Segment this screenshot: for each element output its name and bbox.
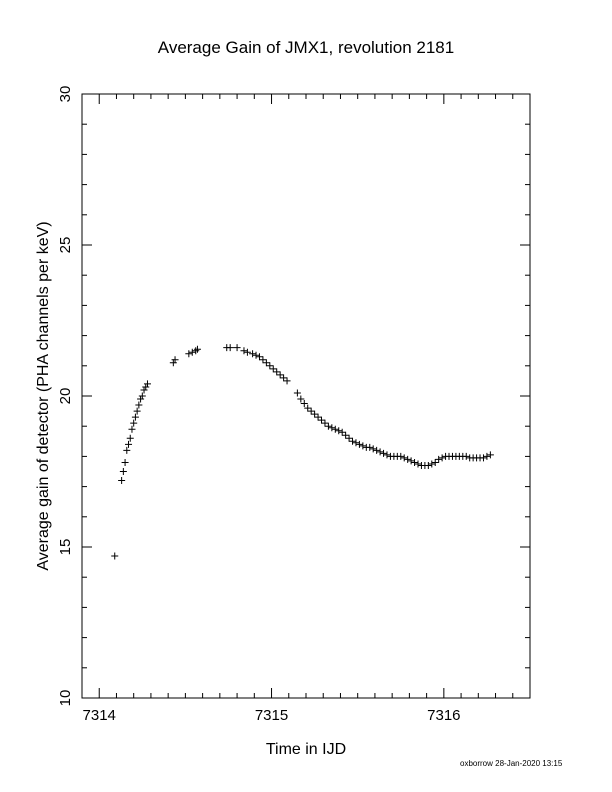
data-point (259, 356, 267, 364)
chart-title: Average Gain of JMX1, revolution 2181 (158, 38, 454, 57)
data-point (126, 434, 134, 442)
data-point (397, 452, 405, 460)
data-point (424, 461, 432, 469)
data-point (342, 431, 350, 439)
data-point (304, 404, 312, 412)
data-point (345, 434, 353, 442)
data-point (311, 410, 319, 418)
data-point (483, 452, 491, 460)
data-point (283, 377, 291, 385)
data-point (373, 446, 381, 454)
data-point (121, 458, 129, 466)
data-point (118, 477, 126, 485)
data-point (266, 362, 274, 370)
data-point (359, 442, 367, 450)
data-point (193, 345, 201, 353)
data-point (143, 380, 151, 388)
y-tick-label: 20 (57, 388, 74, 405)
y-axis-label: Average gain of detector (PHA channels p… (35, 221, 52, 570)
data-point (352, 439, 360, 447)
data-point (428, 460, 436, 468)
data-point (297, 395, 305, 403)
data-point (133, 407, 141, 415)
data-point (111, 552, 119, 560)
data-point (400, 454, 408, 462)
data-point (131, 413, 139, 421)
plot-frame (81, 93, 531, 699)
y-tick-label: 10 (57, 690, 74, 707)
data-point (318, 416, 326, 424)
data-point (321, 419, 329, 427)
data-point (369, 445, 377, 453)
data-point (307, 407, 315, 415)
y-axis: 10 15 20 25 30 (57, 86, 530, 707)
data-points (111, 344, 494, 560)
data-point (142, 383, 150, 391)
data-point (262, 359, 270, 367)
x-tick-label: 7315 (255, 707, 288, 724)
x-tick-label: 7314 (83, 707, 116, 724)
data-point (119, 468, 127, 475)
data-point (128, 425, 136, 433)
data-point (324, 422, 332, 430)
data-point (486, 451, 494, 459)
data-point (479, 454, 487, 462)
data-point (276, 371, 284, 379)
y-tick-label: 30 (57, 86, 74, 103)
x-tick-label: 7316 (427, 707, 460, 724)
y-tick-label: 25 (57, 237, 74, 254)
data-point (185, 350, 193, 358)
data-point (123, 446, 131, 454)
data-point (135, 401, 143, 409)
x-axis: 7314 7315 7316 (81, 94, 531, 724)
data-point (431, 458, 439, 466)
data-point (138, 392, 146, 400)
credit-stamp: oxborrow 28-Jan-2020 13:15 (460, 759, 563, 768)
data-point (240, 347, 248, 355)
data-point (335, 427, 343, 435)
data-point (273, 368, 281, 376)
data-point (140, 386, 148, 394)
y-tick-label: 15 (57, 539, 74, 556)
data-point (328, 424, 336, 432)
data-point (252, 351, 260, 359)
data-point (376, 448, 384, 456)
data-point (414, 460, 422, 468)
x-axis-label: Time in IJD (266, 741, 346, 758)
data-point (293, 389, 301, 397)
data-point (130, 419, 138, 427)
data-point (300, 400, 308, 408)
data-point (233, 344, 241, 352)
data-point (411, 458, 419, 466)
data-point (188, 348, 196, 356)
data-point (255, 353, 263, 361)
data-point (338, 428, 346, 436)
data-point (355, 440, 363, 448)
data-point (249, 350, 257, 358)
data-point (366, 443, 374, 451)
data-point (380, 449, 388, 457)
data-point (226, 344, 234, 352)
data-point (435, 455, 443, 463)
data-point (349, 437, 357, 445)
data-point (383, 451, 391, 459)
data-point (125, 440, 133, 448)
data-point (404, 455, 412, 463)
data-point (169, 359, 177, 367)
data-point (192, 347, 200, 355)
data-point (314, 413, 322, 421)
data-point (137, 395, 145, 403)
data-point (438, 454, 446, 462)
data-point (280, 374, 288, 382)
data-point (407, 457, 415, 465)
data-point (243, 348, 251, 356)
data-point (269, 365, 277, 373)
data-point (171, 356, 179, 364)
data-point (462, 452, 470, 460)
data-point (331, 425, 339, 433)
